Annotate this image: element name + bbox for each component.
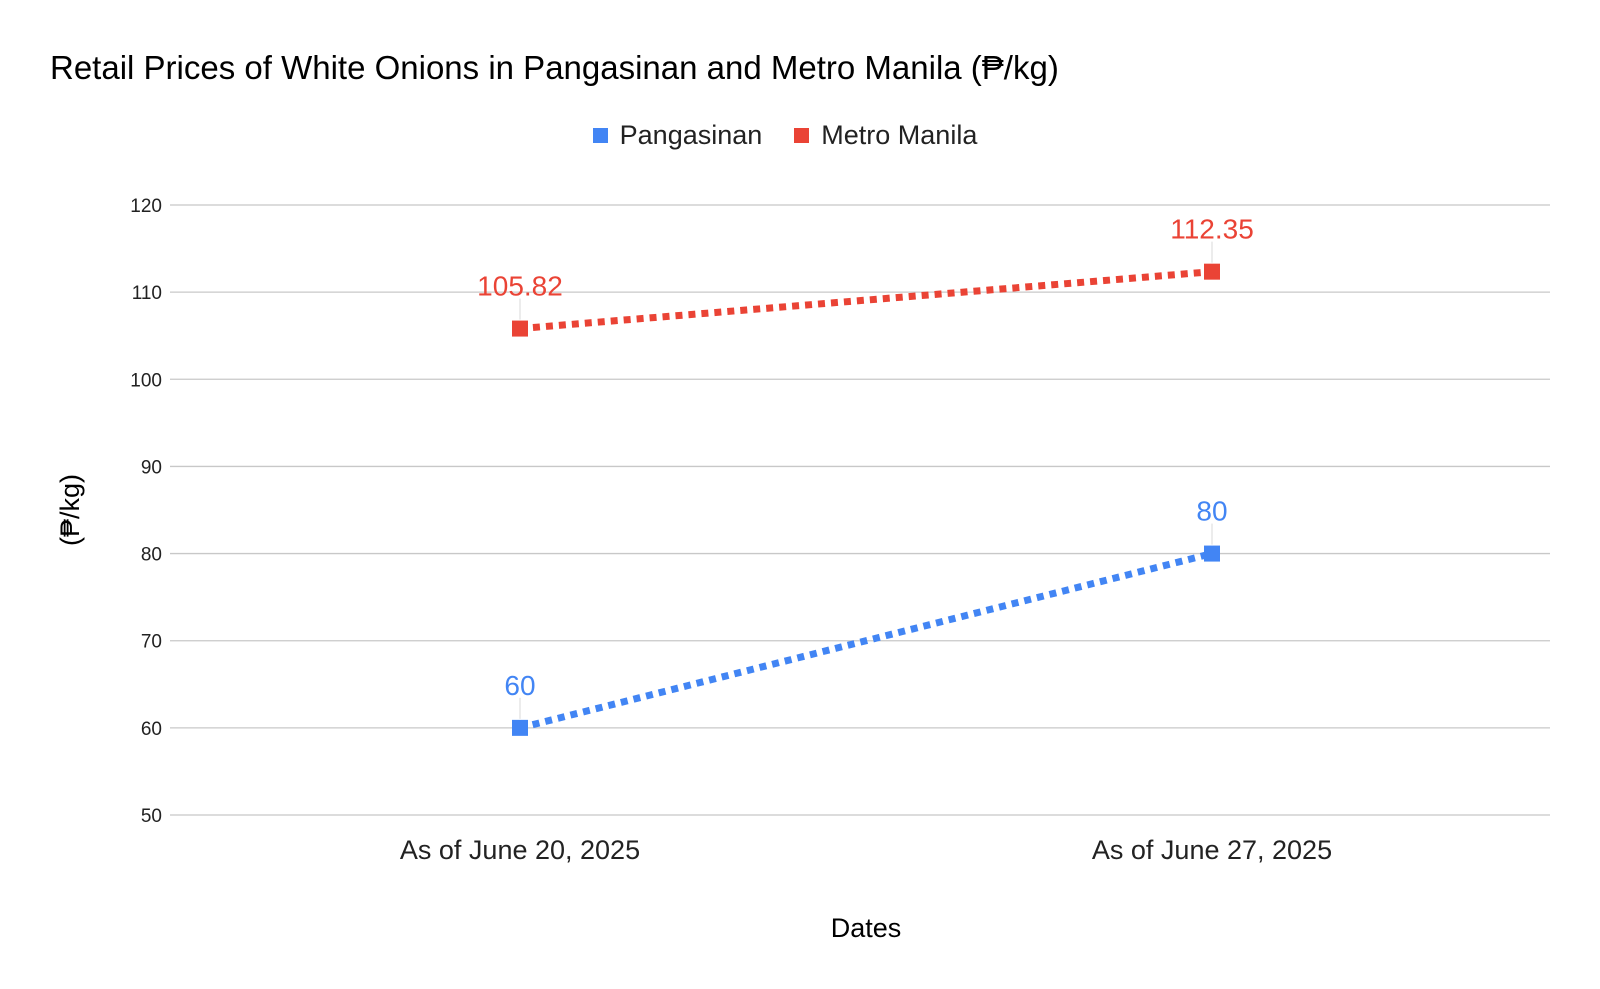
y-tick-label: 60 (141, 719, 162, 740)
y-tick-label: 80 (141, 545, 162, 566)
chart-title: Retail Prices of White Onions in Pangasi… (50, 49, 1059, 86)
x-tick-label: As of June 20, 2025 (400, 835, 640, 865)
y-tick-label: 90 (141, 457, 162, 478)
y-tick-label: 120 (130, 196, 162, 217)
x-axis-title: Dates (831, 913, 902, 943)
legend-swatch-metro-manila (794, 128, 810, 143)
legend-swatch-pangasinan (592, 128, 608, 143)
y-tick-label: 50 (141, 806, 162, 827)
series-line-pangasinan (519, 550, 1213, 732)
x-tick-label: As of June 27, 2025 (1092, 835, 1332, 865)
series-line-metro-manila (519, 268, 1213, 333)
data-point-metro-manila (1204, 263, 1220, 280)
data-label-pangasinan: 60 (504, 670, 535, 701)
y-tick-label: 100 (130, 370, 162, 391)
legend-label-metro-manila: Metro Manila (821, 120, 978, 150)
legend-item-pangasinan: Pangasinan (592, 120, 763, 151)
y-tick-label: 70 (141, 632, 162, 653)
y-axis-title: (₱/kg) (55, 474, 85, 546)
legend-label-pangasinan: Pangasinan (619, 120, 763, 150)
legend: Pangasinan Metro Manila (0, 120, 1570, 151)
data-point-pangasinan (1204, 545, 1220, 562)
legend-item-metro-manila: Metro Manila (794, 120, 977, 151)
data-label-metro-manila: 112.35 (1170, 214, 1254, 245)
y-tick-label: 110 (132, 283, 162, 304)
data-label-metro-manila: 105.82 (477, 271, 563, 302)
data-point-metro-manila (512, 320, 528, 337)
data-point-pangasinan (512, 719, 528, 736)
data-label-pangasinan: 80 (1196, 496, 1227, 527)
